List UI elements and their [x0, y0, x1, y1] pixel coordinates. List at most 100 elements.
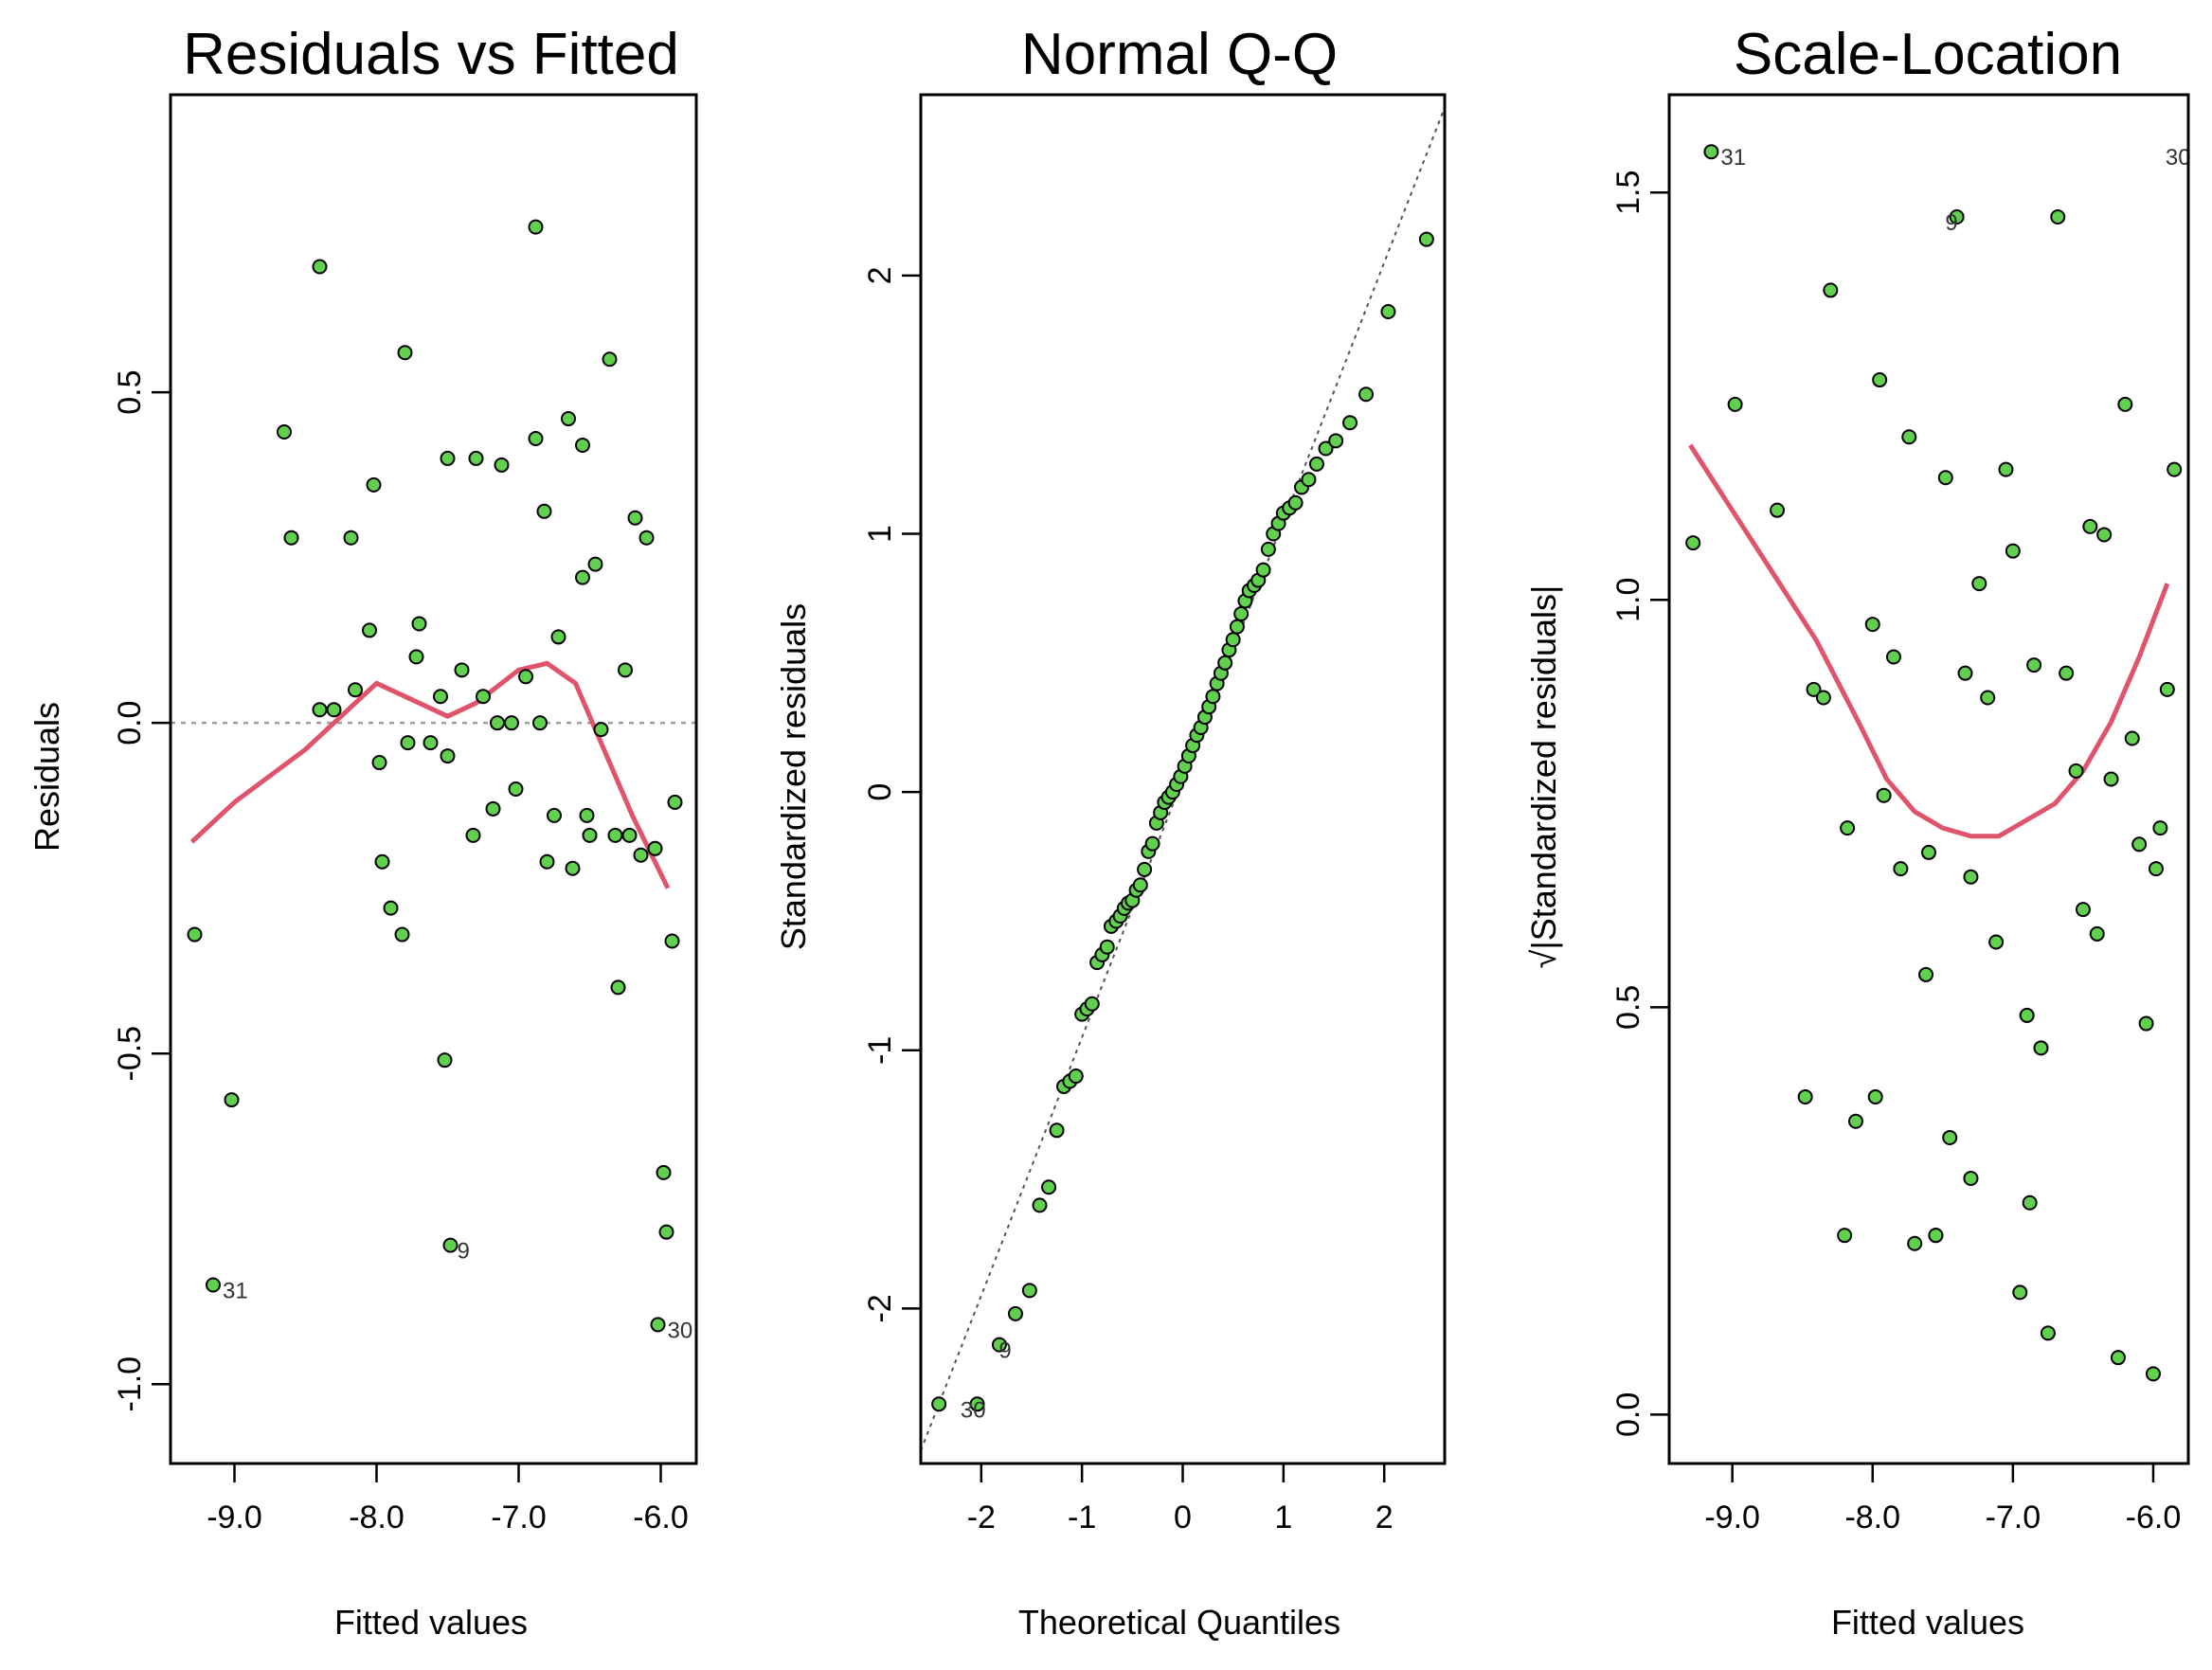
- y-tick-label: -0.5: [112, 1026, 148, 1082]
- data-point: [1049, 1122, 1065, 1139]
- data-point: [1918, 966, 1934, 982]
- data-point: [627, 510, 643, 526]
- data-point: [1217, 655, 1233, 671]
- data-point: [528, 219, 544, 235]
- data-point: [607, 827, 623, 843]
- data-point: [1308, 456, 1324, 472]
- y-tick-label: 0.0: [1610, 1392, 1646, 1437]
- data-point: [528, 430, 544, 446]
- data-point: [2138, 1015, 2154, 1032]
- data-point: [2152, 820, 2168, 836]
- data-point: [547, 807, 562, 823]
- scale-location-panel: Scale-Location Fitted values √|Standardi…: [1524, 22, 2191, 1642]
- data-point: [400, 735, 416, 751]
- data-point: [2026, 657, 2042, 673]
- residuals-vs-fitted-panel: Residuals vs Fitted Fitted values Residu…: [27, 22, 698, 1642]
- data-point: [2117, 396, 2133, 412]
- data-point: [312, 259, 328, 275]
- y-tick-label: -1: [862, 1036, 898, 1065]
- data-point: [1318, 440, 1334, 457]
- data-point: [348, 682, 363, 698]
- data-point: [397, 345, 413, 361]
- data-point: [550, 629, 566, 645]
- data-point: [411, 616, 427, 632]
- data-point: [1893, 861, 1909, 877]
- data-point: [1998, 461, 2014, 477]
- data-point: [1032, 1197, 1048, 1213]
- data-point: [1823, 282, 1839, 298]
- data-point: [518, 669, 533, 685]
- panel-title: Normal Q-Q: [1021, 22, 1338, 87]
- y-tick-label: 1.0: [1610, 578, 1646, 622]
- data-point: [2012, 1284, 2028, 1301]
- data-point: [224, 1092, 240, 1108]
- data-point: [1260, 541, 1276, 557]
- data-point: [658, 1224, 674, 1240]
- data-point: [1041, 1179, 1057, 1195]
- point-label: 31: [1720, 145, 1746, 171]
- data-point: [1867, 1088, 1883, 1104]
- data-point: [362, 622, 377, 638]
- data-point: [423, 735, 439, 751]
- data-point: [1233, 606, 1250, 622]
- y-tick-label: 2: [862, 266, 898, 284]
- data-point: [1144, 835, 1160, 852]
- y-axis-label: √|Standardized residuals|: [1524, 585, 1563, 969]
- y-tick-label: 1: [862, 525, 898, 543]
- data-point: [433, 689, 448, 705]
- y-tick-label: 0.5: [112, 369, 148, 414]
- data-point: [2124, 730, 2140, 746]
- data-point: [504, 715, 519, 731]
- data-point: [638, 530, 655, 546]
- data-point: [647, 840, 663, 856]
- data-point: [650, 1317, 666, 1333]
- data-point: [2068, 763, 2084, 779]
- data-point: [1907, 1235, 1923, 1251]
- point-label: 9: [998, 1338, 1011, 1364]
- data-point: [1957, 665, 1973, 681]
- data-point: [1287, 494, 1304, 511]
- data-point: [579, 807, 595, 823]
- x-tick-label: -6.0: [2126, 1499, 2182, 1535]
- point-label: 9: [458, 1239, 470, 1265]
- data-point: [2145, 1366, 2161, 1382]
- data-point: [1901, 429, 1917, 445]
- data-point: [536, 503, 552, 519]
- panel-title: Residuals vs Fitted: [183, 22, 679, 87]
- data-point: [1980, 690, 1996, 706]
- point-label: 30: [668, 1318, 693, 1343]
- data-point: [283, 530, 299, 546]
- data-point: [1864, 617, 1880, 633]
- data-point: [2148, 861, 2164, 877]
- point-label: 9: [1945, 210, 1957, 236]
- plot-frame: [1667, 93, 2190, 1465]
- data-point: [931, 1396, 947, 1412]
- point-label: 30: [2166, 145, 2191, 171]
- data-point: [206, 1277, 221, 1293]
- y-tick-label: 0.5: [1610, 985, 1646, 1030]
- smooth-trend-line: [1688, 443, 2170, 839]
- qq-reference-line: [921, 107, 1445, 1451]
- data-point: [1937, 470, 1953, 486]
- data-point: [374, 853, 390, 870]
- data-point: [494, 457, 510, 473]
- data-point: [277, 424, 292, 440]
- point-label: 30: [961, 1397, 986, 1423]
- data-point: [485, 800, 501, 817]
- data-point: [2075, 902, 2091, 918]
- data-point: [326, 702, 342, 718]
- x-axis-label: Theoretical Quantiles: [1018, 1603, 1340, 1642]
- data-point: [1255, 562, 1271, 578]
- data-point: [1963, 869, 1979, 885]
- data-point: [468, 450, 484, 466]
- data-point: [1068, 1068, 1084, 1085]
- y-axis-label: Residuals: [27, 702, 66, 852]
- data-point: [593, 722, 609, 738]
- y-tick-label: -1.0: [112, 1356, 148, 1412]
- data-point: [1380, 304, 1396, 320]
- data-point: [371, 755, 387, 771]
- data-point: [2089, 925, 2105, 942]
- data-point: [1205, 689, 1221, 705]
- data-point: [582, 827, 598, 843]
- data-point: [437, 1052, 453, 1068]
